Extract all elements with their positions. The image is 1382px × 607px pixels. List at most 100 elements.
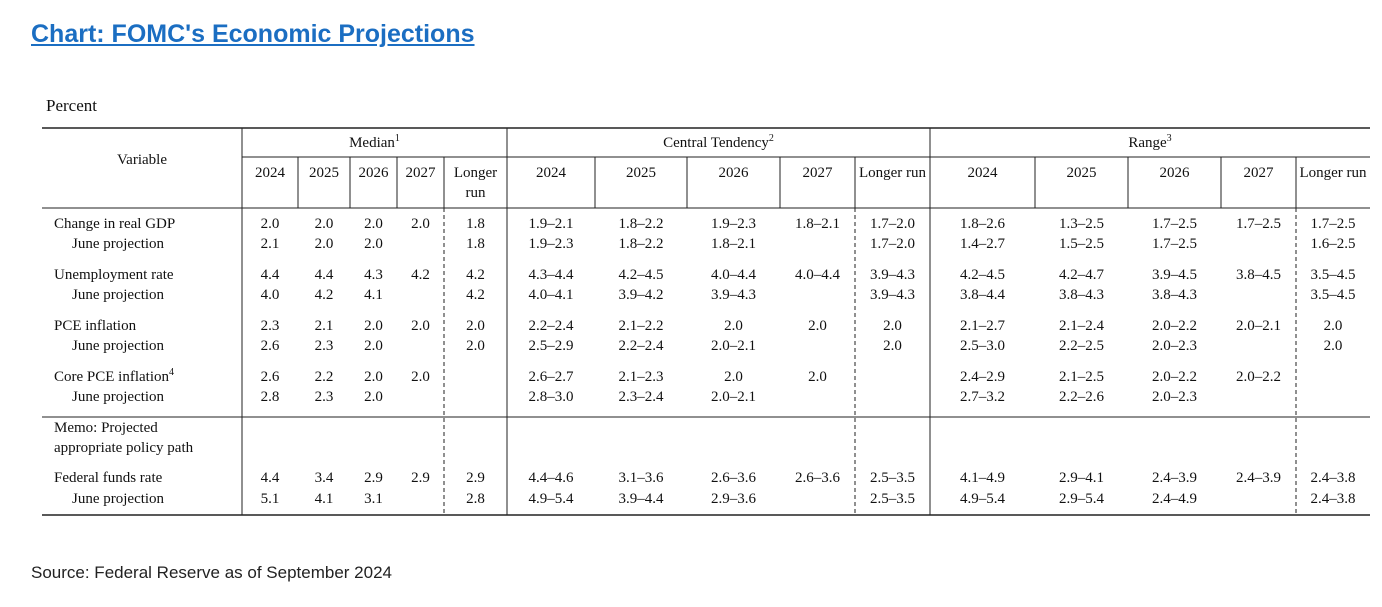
value-text: 2.2–2.6 bbox=[1059, 389, 1104, 405]
value: 2.0–2.1 bbox=[1223, 316, 1294, 336]
value: 1.7–2.5 bbox=[1298, 214, 1368, 234]
row-label: June projection bbox=[72, 285, 262, 305]
value-text: 4.1–4.9 bbox=[960, 470, 1005, 486]
column-header: 2026 bbox=[1130, 163, 1219, 183]
value-text: 2.0–2.2 bbox=[1236, 369, 1281, 385]
value-text: 4.4 bbox=[260, 267, 280, 283]
value: 2.0 bbox=[446, 336, 505, 356]
column-header-text: Longer run bbox=[858, 165, 927, 181]
value: 4.2 bbox=[300, 285, 348, 305]
value: 3.5–4.5 bbox=[1298, 285, 1368, 305]
value: 4.1–4.9 bbox=[932, 468, 1033, 488]
value: 1.7–2.5 bbox=[1130, 234, 1219, 254]
value: 2.0 bbox=[352, 234, 395, 254]
value: 3.1–3.6 bbox=[597, 468, 685, 488]
value-text: 2.0 bbox=[724, 318, 743, 334]
value-text: 3.5–4.5 bbox=[1310, 287, 1356, 303]
value-text: 3.9–4.5 bbox=[1152, 267, 1197, 283]
value: 4.2–4.5 bbox=[932, 265, 1033, 285]
footnote-mark: 1 bbox=[394, 133, 400, 144]
value: 4.0–4.4 bbox=[782, 265, 853, 285]
value: 2.1–2.5 bbox=[1037, 367, 1126, 387]
value: 3.9–4.4 bbox=[597, 489, 685, 509]
value-text: 1.8–2.1 bbox=[711, 236, 756, 252]
value-text: 4.3–4.4 bbox=[528, 267, 574, 283]
value: 2.3 bbox=[300, 387, 348, 407]
row-label-text: June projection bbox=[72, 236, 165, 252]
value-text: 2.3 bbox=[260, 318, 280, 334]
value-text: 4.2–4.5 bbox=[618, 267, 664, 283]
value-text: 3.4 bbox=[314, 470, 334, 486]
value: 4.4 bbox=[300, 265, 348, 285]
value-text: 2.9–3.6 bbox=[711, 491, 756, 507]
value: 4.1 bbox=[300, 489, 348, 509]
value: 3.1 bbox=[352, 489, 395, 509]
value: 1.9–2.3 bbox=[509, 234, 593, 254]
value-text: 4.9–5.4 bbox=[528, 491, 574, 507]
value-text: 2.0 bbox=[260, 216, 280, 232]
value-text: 3.8–4.4 bbox=[960, 287, 1005, 303]
value-text: 3.1–3.6 bbox=[618, 470, 664, 486]
value-text: 2.5–3.0 bbox=[960, 338, 1005, 354]
value: 4.2 bbox=[446, 265, 505, 285]
value-text: 2.1–2.5 bbox=[1059, 369, 1104, 385]
value: 4.9–5.4 bbox=[509, 489, 593, 509]
value: 1.7–2.5 bbox=[1223, 214, 1294, 234]
group-header-text: Range bbox=[1128, 135, 1167, 151]
value: 4.0–4.1 bbox=[509, 285, 593, 305]
title[interactable]: Chart: FOMC's Economic Projections bbox=[31, 20, 475, 48]
value: 2.0–2.2 bbox=[1130, 316, 1219, 336]
value: 2.4–3.9 bbox=[1130, 468, 1219, 488]
value: 2.9–3.6 bbox=[689, 489, 778, 509]
value: 2.0 bbox=[446, 316, 505, 336]
row-label-text: Core PCE inflation bbox=[54, 369, 169, 385]
value-text: 2.0 bbox=[364, 338, 383, 354]
value-text: 4.2 bbox=[466, 287, 485, 303]
value: 2.0 bbox=[857, 336, 928, 356]
value: 1.3–2.5 bbox=[1037, 214, 1126, 234]
value: 2.4–3.8 bbox=[1298, 489, 1368, 509]
value-text: 2.0–2.1 bbox=[711, 338, 756, 354]
value: 2.3–2.4 bbox=[597, 387, 685, 407]
value-text: 2.0 bbox=[724, 369, 743, 385]
value: 2.1–2.2 bbox=[597, 316, 685, 336]
value: 1.8–2.1 bbox=[689, 234, 778, 254]
value: 2.3 bbox=[244, 316, 296, 336]
value: 2.9 bbox=[399, 468, 442, 488]
value: 2.7–3.2 bbox=[932, 387, 1033, 407]
column-header: Longer run bbox=[446, 163, 505, 203]
value-text: 2.8–3.0 bbox=[528, 389, 574, 405]
value-text: 5.1 bbox=[260, 491, 280, 507]
value: 1.8 bbox=[446, 234, 505, 254]
value-text: 2.4–3.8 bbox=[1310, 491, 1356, 507]
value-text: 2.9 bbox=[411, 470, 430, 486]
column-header: Longer run bbox=[1298, 163, 1368, 183]
row-label: Change in real GDP bbox=[54, 214, 244, 234]
column-header-text: 2026 bbox=[718, 165, 749, 181]
value: 2.4–4.9 bbox=[1130, 489, 1219, 509]
value-text: 2.0 bbox=[1323, 318, 1343, 334]
value-text: 2.0 bbox=[808, 318, 827, 334]
value-text: 4.2–4.5 bbox=[960, 267, 1005, 283]
value-text: 1.6–2.5 bbox=[1310, 236, 1356, 252]
value-text: 2.5–2.9 bbox=[528, 338, 574, 354]
value-text: 2.1–2.2 bbox=[618, 318, 664, 334]
value-text: 4.4 bbox=[314, 267, 334, 283]
value-text: 3.8–4.3 bbox=[1152, 287, 1197, 303]
row-label: PCE inflation bbox=[54, 316, 244, 336]
value: 4.2 bbox=[446, 285, 505, 305]
value: 3.5–4.5 bbox=[1298, 265, 1368, 285]
row-label: June projection bbox=[72, 336, 262, 356]
value-text: 2.0–2.2 bbox=[1152, 318, 1197, 334]
value: 1.4–2.7 bbox=[932, 234, 1033, 254]
value: 4.1 bbox=[352, 285, 395, 305]
value: 2.0 bbox=[782, 316, 853, 336]
value: 4.0 bbox=[244, 285, 296, 305]
value: 2.1 bbox=[300, 316, 348, 336]
value: 2.8 bbox=[244, 387, 296, 407]
value-text: 4.0–4.1 bbox=[528, 287, 574, 303]
value-text: 1.7–2.5 bbox=[1236, 216, 1281, 232]
value-text: 2.9 bbox=[466, 470, 485, 486]
value: 2.5–3.5 bbox=[857, 489, 928, 509]
group-header: Median1 bbox=[242, 133, 507, 153]
